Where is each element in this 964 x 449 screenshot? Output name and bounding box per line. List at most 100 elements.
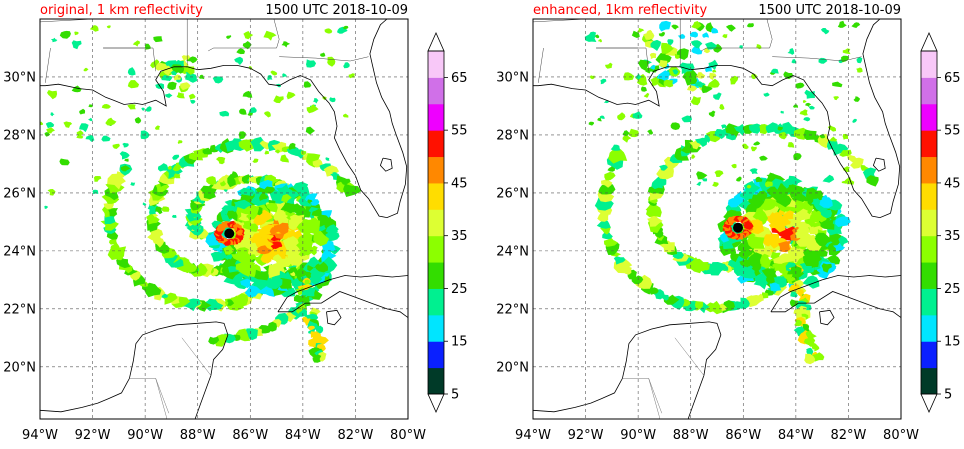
scattered-echo xyxy=(130,182,136,186)
rain-band-echo xyxy=(645,204,661,212)
core-echo xyxy=(210,251,228,262)
colorbar-segment xyxy=(428,367,444,395)
core-echo xyxy=(308,245,318,256)
colorbar-segment xyxy=(428,103,444,131)
lon-tick-label: 92°W xyxy=(568,428,604,443)
scattered-echo xyxy=(120,165,131,172)
scattered-echo xyxy=(119,151,130,160)
scattered-echo xyxy=(777,126,783,131)
scattered-echo xyxy=(174,173,181,179)
map-frame xyxy=(532,18,902,420)
scattered-echo xyxy=(83,67,89,72)
colorbar-tick-label: 45 xyxy=(944,176,961,191)
core-echo xyxy=(820,219,835,230)
rain-band-echo xyxy=(714,129,725,139)
scattered-echo xyxy=(307,199,313,204)
northern-cluster-echo xyxy=(691,21,702,29)
scattered-echo xyxy=(343,113,349,118)
scattered-echo xyxy=(281,41,291,48)
core-echo xyxy=(778,240,792,253)
scattered-echo xyxy=(637,27,645,33)
scattered-echo xyxy=(242,90,253,98)
rain-band-echo xyxy=(601,178,613,188)
rain-band-echo xyxy=(733,123,749,136)
northern-cluster-echo xyxy=(181,55,191,60)
scattered-echo xyxy=(239,108,247,115)
scattered-echo xyxy=(79,108,86,115)
scattered-echo xyxy=(647,129,653,135)
scattered-echo xyxy=(584,33,597,42)
eyewall-echo xyxy=(744,223,754,230)
coastline-cuba-north xyxy=(770,275,901,313)
storm-eye xyxy=(733,222,744,233)
northern-cluster-echo xyxy=(173,74,181,81)
scattered-echo xyxy=(238,131,246,139)
core-echo xyxy=(796,232,813,247)
core-echo xyxy=(325,224,339,234)
scattered-echo xyxy=(300,150,307,156)
scattered-echo xyxy=(93,176,102,182)
northern-cluster-echo xyxy=(704,48,711,54)
scattered-echo xyxy=(659,164,668,171)
storm-eye xyxy=(224,228,235,239)
lat-tick-label: 28°N xyxy=(496,128,529,143)
scattered-echo xyxy=(759,155,768,161)
colorbar-tick-label: 25 xyxy=(944,282,961,297)
core-echo xyxy=(231,253,249,261)
colorbar-extend-max xyxy=(427,32,445,52)
core-echo xyxy=(238,212,250,222)
northern-cluster-echo xyxy=(667,39,674,46)
scattered-echo xyxy=(142,202,147,206)
core-echo xyxy=(766,274,775,284)
scattered-echo xyxy=(105,117,117,126)
scattered-echo xyxy=(101,104,111,109)
scattered-echo xyxy=(799,109,808,116)
lon-tick-label: 86°W xyxy=(725,428,761,443)
northern-cluster-echo xyxy=(656,70,670,81)
scattered-echo xyxy=(343,62,350,69)
scattered-echo xyxy=(722,34,728,39)
colorbar-segment xyxy=(428,341,444,369)
scattered-echo xyxy=(751,73,758,80)
northern-cluster-echo xyxy=(710,61,717,66)
map-panel-original: 94°W 92°W 90°W 88°W 86°W 84°W 82°W 80°W 20°N 22°N… xyxy=(3,3,467,443)
scattered-echo xyxy=(746,184,752,189)
rain-band-echo xyxy=(224,295,244,311)
scattered-echo xyxy=(243,31,254,40)
core-echo xyxy=(727,197,743,208)
northern-cluster-echo xyxy=(175,67,185,74)
core-echo xyxy=(227,210,238,219)
core-echo xyxy=(827,255,841,265)
scattered-echo xyxy=(607,172,612,176)
core-echo xyxy=(819,197,833,208)
scattered-echo xyxy=(852,118,857,123)
core-echo xyxy=(325,232,340,242)
scattered-echo xyxy=(50,112,55,117)
scattered-echo xyxy=(306,59,317,68)
lon-tick-label: 92°W xyxy=(75,428,111,443)
scattered-echo xyxy=(820,28,830,35)
southern-band-echo xyxy=(297,308,308,317)
scattered-echo xyxy=(219,110,230,117)
colorbar-segment xyxy=(428,314,444,342)
map-content xyxy=(40,19,408,419)
scattered-echo xyxy=(248,107,257,113)
northern-cluster-echo xyxy=(676,48,689,60)
lon-tick-label: 84°W xyxy=(285,428,321,443)
colorbar-frame xyxy=(920,50,938,395)
core-echo xyxy=(289,214,305,225)
northern-cluster-echo xyxy=(701,84,713,94)
scattered-echo xyxy=(89,25,99,32)
rain-band-echo xyxy=(850,157,864,169)
scattered-echo xyxy=(702,178,708,182)
scattered-echo xyxy=(47,189,56,196)
scattered-echo xyxy=(71,85,82,93)
scattered-echo xyxy=(842,166,850,173)
northern-cluster-echo xyxy=(176,92,185,99)
lon-tick-label: 84°W xyxy=(778,428,814,443)
scattered-echo xyxy=(590,75,595,80)
scattered-echo xyxy=(598,39,602,43)
northern-cluster-echo xyxy=(677,33,686,39)
scattered-echo xyxy=(632,111,643,119)
scattered-echo xyxy=(146,214,156,222)
